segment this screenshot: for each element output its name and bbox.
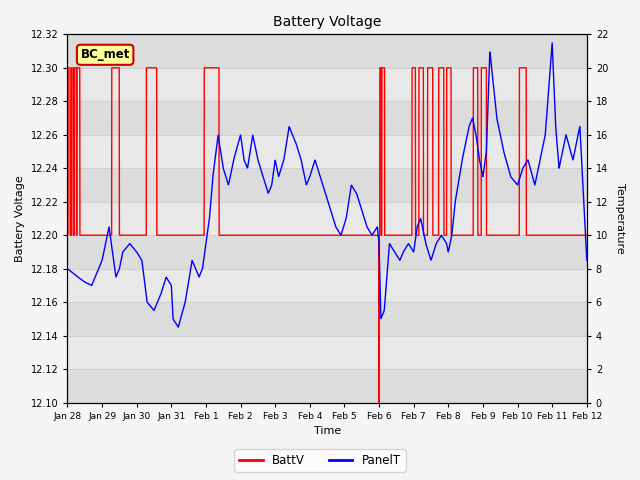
Bar xyxy=(67,101,587,135)
Bar xyxy=(67,336,587,369)
Bar xyxy=(67,135,587,168)
Title: Battery Voltage: Battery Voltage xyxy=(273,15,381,29)
Bar xyxy=(67,235,587,269)
Bar xyxy=(67,302,587,336)
Text: BC_met: BC_met xyxy=(81,48,130,61)
X-axis label: Time: Time xyxy=(314,426,340,436)
Bar xyxy=(67,168,587,202)
Bar xyxy=(67,269,587,302)
Y-axis label: Battery Voltage: Battery Voltage xyxy=(15,175,25,262)
Y-axis label: Temperature: Temperature xyxy=(615,183,625,254)
Bar xyxy=(67,35,587,68)
Legend: BattV, PanelT: BattV, PanelT xyxy=(234,449,406,472)
Bar xyxy=(67,202,587,235)
Bar xyxy=(67,369,587,403)
Bar xyxy=(67,68,587,101)
